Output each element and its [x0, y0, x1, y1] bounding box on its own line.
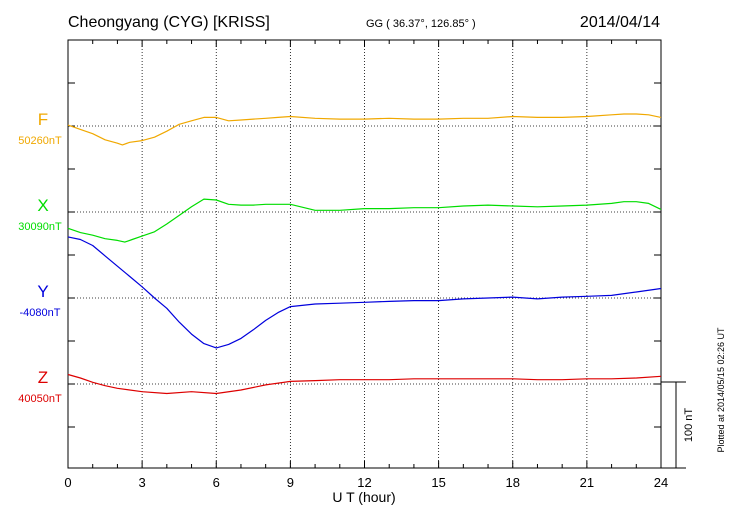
x-tick-label: 15 [431, 475, 445, 490]
channel-baseline-f: 50260nT [18, 135, 62, 147]
chart-date: 2014/04/14 [580, 14, 660, 31]
series-line-z [67, 373, 662, 395]
channel-baseline-y: -4080nT [20, 307, 61, 319]
x-tick-label: 18 [506, 475, 520, 490]
channel-baseline-x: 30090nT [18, 221, 62, 233]
channel-baseline-z: 40050nT [18, 393, 62, 405]
channel-name-x: X [37, 196, 48, 215]
channel-name-f: F [38, 110, 48, 129]
grid-lines [68, 40, 661, 468]
x-tick-label: 12 [357, 475, 371, 490]
station-coordinates: GG ( 36.37°, 126.85° ) [366, 18, 476, 30]
x-tick-label: 21 [580, 475, 594, 490]
channel-name-z: Z [38, 368, 48, 387]
x-tick-label: 24 [654, 475, 668, 490]
scale-bar: 100 nT [661, 381, 695, 469]
scale-bar-label: 100 nT [683, 408, 695, 443]
x-tick-labels: 0 3 6 9 12 15 18 21 24 [64, 475, 668, 490]
series-line-x [67, 198, 662, 243]
channel-labels: F 50260nT X 30090nT Y -4080nT Z 40050nT [18, 110, 62, 405]
axis-ticks [67, 40, 662, 468]
channel-name-y: Y [37, 282, 48, 301]
series-line-y [67, 236, 662, 349]
x-axis-label: U T (hour) [332, 489, 395, 505]
x-tick-label: 6 [213, 475, 220, 490]
x-tick-label: 0 [64, 475, 71, 490]
chart-title: Cheongyang (CYG) [KRISS] [68, 14, 270, 31]
x-tick-label: 9 [287, 475, 294, 490]
series-line-f [67, 113, 662, 146]
plotted-timestamp: Plotted at 2014/05/15 02:26 UT [716, 327, 726, 453]
x-tick-label: 3 [139, 475, 146, 490]
series-lines [67, 113, 662, 395]
